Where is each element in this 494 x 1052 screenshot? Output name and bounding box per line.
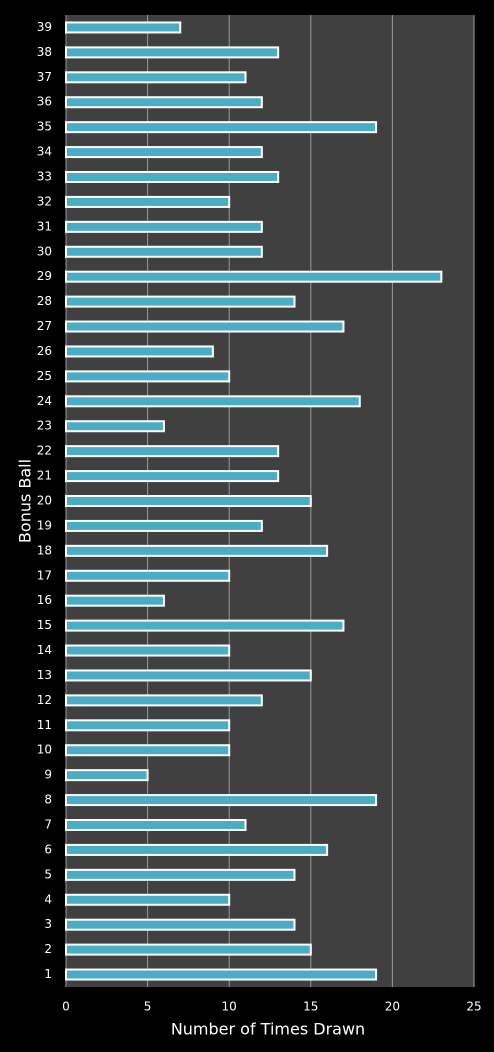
y-tick-label: 35 (37, 120, 52, 134)
bar (65, 519, 263, 532)
bar (65, 619, 345, 632)
bar (65, 918, 296, 931)
bar (65, 270, 443, 283)
bar (65, 669, 312, 682)
bar (65, 96, 263, 109)
y-tick-label: 21 (37, 469, 52, 483)
y-tick-label: 33 (37, 170, 52, 184)
bar (65, 420, 165, 433)
y-tick-label: 10 (37, 743, 52, 757)
y-tick-label: 16 (37, 593, 52, 607)
y-tick-label: 2 (44, 942, 52, 956)
x-tick-label: 15 (303, 1000, 318, 1014)
y-tick-label: 29 (37, 269, 52, 283)
bar (65, 345, 214, 358)
bar (65, 868, 296, 881)
y-tick-label: 1 (44, 967, 52, 981)
y-axis-label: Bonus Ball (16, 459, 35, 543)
y-tick-label: 11 (37, 718, 52, 732)
y-tick-label: 12 (37, 693, 52, 707)
bar (65, 71, 247, 84)
y-tick-label: 32 (37, 194, 52, 208)
bar (65, 245, 263, 258)
bar (65, 470, 280, 483)
y-tick-label: 22 (37, 444, 52, 458)
bar (65, 21, 182, 34)
bar (65, 968, 378, 981)
y-tick-label: 17 (37, 568, 52, 582)
bar (65, 769, 149, 782)
bar (65, 719, 231, 732)
y-tick-label: 38 (37, 45, 52, 59)
y-tick-label: 4 (44, 892, 52, 906)
bar (65, 445, 280, 458)
bar (65, 794, 378, 807)
y-tick-label: 5 (44, 867, 52, 881)
y-tick-label: 28 (37, 294, 52, 308)
y-tick-label: 34 (37, 145, 52, 159)
bar (65, 46, 280, 59)
bar (65, 171, 280, 183)
bar (65, 569, 231, 582)
bar (65, 694, 263, 707)
y-tick-label: 25 (37, 369, 52, 383)
y-tick-label: 39 (37, 20, 52, 34)
x-tick-label: 0 (62, 1000, 70, 1014)
y-tick-label: 15 (37, 618, 52, 632)
bar (65, 320, 345, 333)
bar (65, 495, 312, 507)
y-tick-label: 14 (37, 643, 52, 657)
y-tick-label: 7 (44, 818, 52, 832)
bar (65, 395, 361, 408)
bar (65, 370, 231, 383)
y-tick-label: 19 (37, 518, 52, 532)
bar (65, 146, 263, 159)
bar (65, 295, 296, 308)
y-tick-label: 9 (44, 768, 52, 782)
y-tick-label: 6 (44, 842, 52, 856)
y-tick-label: 8 (44, 793, 52, 807)
bar (65, 121, 378, 134)
y-tick-label: 24 (37, 394, 52, 408)
x-tick-label: 5 (144, 1000, 152, 1014)
y-tick-label: 31 (37, 219, 52, 233)
y-tick-label: 18 (37, 543, 52, 557)
bar (65, 544, 329, 557)
y-tick-label: 23 (37, 419, 52, 433)
y-tick-label: 20 (37, 494, 52, 508)
bar (65, 195, 231, 208)
bar (65, 893, 231, 906)
y-tick-label: 36 (37, 95, 52, 109)
bar (65, 644, 231, 657)
x-tick-label: 25 (466, 1000, 481, 1014)
bar (65, 943, 312, 956)
bar (65, 220, 263, 233)
y-tick-label: 13 (37, 668, 52, 682)
bar (65, 594, 165, 607)
bar (65, 744, 231, 757)
x-tick-label: 10 (222, 1000, 237, 1014)
x-tick-label: 20 (385, 1000, 400, 1014)
y-tick-label: 3 (44, 917, 52, 931)
y-tick-label: 30 (37, 244, 52, 258)
x-axis-label: Number of Times Drawn (171, 1020, 365, 1039)
y-tick-label: 37 (37, 70, 52, 84)
y-tick-label: 26 (37, 344, 52, 358)
bar (65, 843, 329, 856)
bar (65, 819, 247, 831)
y-tick-label: 27 (37, 319, 52, 333)
